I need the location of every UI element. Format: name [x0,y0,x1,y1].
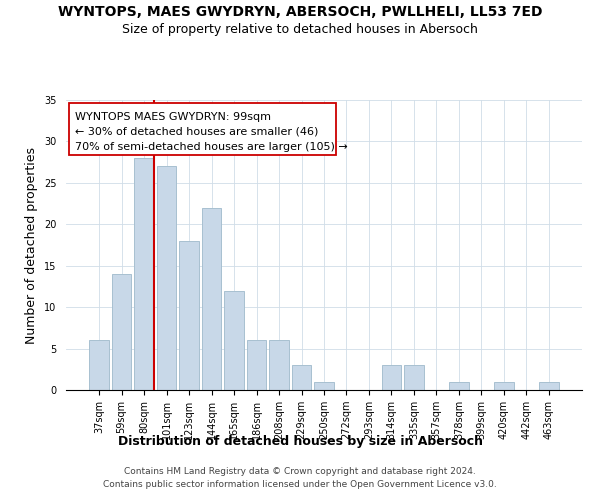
Bar [404,365,424,390]
Bar [134,158,154,390]
Bar [247,340,266,390]
Bar [382,365,401,390]
Bar [179,241,199,390]
Bar [224,290,244,390]
Text: WYNTOPS, MAES GWYDRYN, ABERSOCH, PWLLHELI, LL53 7ED: WYNTOPS, MAES GWYDRYN, ABERSOCH, PWLLHEL… [58,5,542,19]
Text: 70% of semi-detached houses are larger (105) →: 70% of semi-detached houses are larger (… [75,142,348,152]
Bar [112,274,131,390]
Bar [157,166,176,390]
Bar [269,340,289,390]
Text: Size of property relative to detached houses in Abersoch: Size of property relative to detached ho… [122,22,478,36]
Bar [314,382,334,390]
Text: Contains HM Land Registry data © Crown copyright and database right 2024.: Contains HM Land Registry data © Crown c… [124,467,476,476]
Bar [202,208,221,390]
Bar [292,365,311,390]
Bar [494,382,514,390]
Y-axis label: Number of detached properties: Number of detached properties [25,146,38,344]
Bar [89,340,109,390]
Bar [449,382,469,390]
Text: WYNTOPS MAES GWYDRYN: 99sqm: WYNTOPS MAES GWYDRYN: 99sqm [75,112,271,122]
Text: ← 30% of detached houses are smaller (46): ← 30% of detached houses are smaller (46… [75,126,319,136]
Text: Contains public sector information licensed under the Open Government Licence v3: Contains public sector information licen… [103,480,497,489]
Bar [539,382,559,390]
Text: Distribution of detached houses by size in Abersoch: Distribution of detached houses by size … [118,435,482,448]
